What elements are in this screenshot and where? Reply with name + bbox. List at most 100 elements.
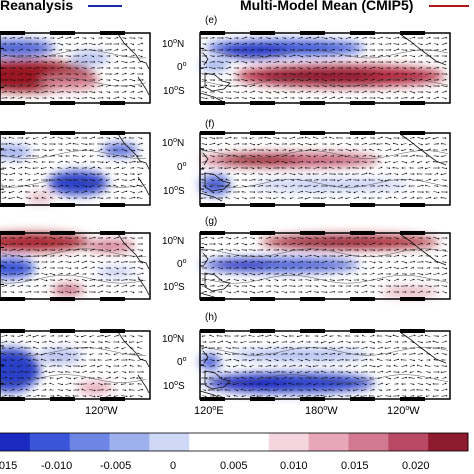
wind-vector-head: [238, 79, 240, 81]
wind-vector-head: [69, 248, 71, 251]
wind-vector-head: [374, 365, 376, 368]
wind-vector-head: [125, 150, 128, 152]
wind-vector-head: [281, 371, 283, 373]
wind-vector: [209, 353, 215, 355]
wind-vector-head: [381, 352, 383, 355]
wind-vector: [129, 341, 135, 343]
axis-tick-bar: [350, 131, 375, 135]
wind-vector: [281, 155, 287, 157]
wind-vector-head: [253, 261, 255, 263]
wind-vector-head: [81, 155, 84, 158]
wind-vector-head: [85, 42, 88, 45]
wind-vector-head: [361, 191, 364, 193]
wind-vector-head: [316, 61, 319, 63]
wind-vector-head: [44, 284, 47, 287]
wind-vector: [265, 389, 271, 391]
wind-vector-head: [132, 43, 135, 46]
wind-vector-head: [105, 347, 107, 349]
wind-vector: [377, 365, 383, 367]
wind-vector-head: [37, 49, 39, 51]
wind-vector: [265, 347, 271, 349]
wind-vector: [49, 365, 55, 367]
wind-vector-head: [102, 67, 104, 69]
wind-vector-head: [49, 382, 51, 385]
wind-vector-head: [277, 66, 279, 69]
wind-vector-head: [128, 371, 131, 373]
wind-vector-head: [137, 346, 139, 349]
wind-vector-head: [397, 278, 399, 281]
wind-vector-head: [61, 36, 64, 38]
wind-vector-head: [294, 173, 296, 176]
wind-vector-head: [248, 359, 251, 362]
wind-vector: [57, 395, 63, 397]
wind-vector-head: [301, 197, 303, 199]
axis-tick-bar: [250, 131, 275, 135]
wind-vector-head: [396, 97, 399, 99]
wind-vector-head: [133, 243, 135, 245]
wind-vector-head: [429, 86, 432, 88]
wind-vector-head: [340, 49, 343, 51]
axis-tick-bar: [100, 31, 125, 35]
wind-vector: [305, 196, 311, 200]
wind-vector-head: [89, 347, 92, 349]
wind-vector-head: [377, 335, 379, 337]
wind-vector-head: [397, 242, 399, 245]
wind-vector-head: [121, 197, 123, 199]
wind-vector-head: [93, 136, 96, 138]
wind-vector-head: [89, 335, 91, 338]
colorbar-segment: [0, 433, 31, 451]
wind-vector-head: [304, 198, 307, 200]
wind-vector: [329, 347, 335, 349]
wind-vector-head: [389, 370, 391, 373]
wind-vector-head: [293, 136, 296, 139]
wind-vector-head: [108, 67, 111, 69]
wind-vector-head: [413, 55, 416, 58]
wind-vector-head: [220, 377, 223, 379]
wind-vector-head: [350, 90, 352, 93]
wind-vector: [17, 341, 23, 343]
wind-vector-head: [61, 97, 63, 99]
wind-vector-head: [141, 279, 143, 281]
wind-vector-head: [113, 149, 115, 151]
lat-label-10s: 10oS: [163, 185, 185, 197]
wind-vector: [265, 179, 271, 181]
wind-vector: [401, 161, 407, 163]
wind-vector-head: [29, 359, 31, 362]
wind-vector-head: [374, 97, 376, 99]
wind-vector-head: [53, 359, 55, 361]
wind-vector-head: [428, 97, 431, 99]
coastline-americas: [117, 233, 150, 270]
wind-vector-head: [329, 335, 331, 337]
wind-vector-head: [364, 149, 367, 151]
wind-vector-head: [224, 335, 226, 337]
wind-vector-head: [201, 173, 203, 175]
wind-vector-head: [133, 173, 135, 175]
wind-vector: [217, 353, 223, 355]
wind-vector-head: [440, 347, 443, 349]
wind-vector-head: [381, 278, 384, 281]
wind-vector-head: [101, 279, 103, 281]
wind-vector-head: [76, 73, 79, 76]
wind-vector-head: [412, 266, 415, 269]
wind-vector-head: [36, 353, 39, 355]
wind-vector-head: [429, 91, 431, 94]
wind-vector: [369, 341, 375, 343]
wind-vector: [33, 389, 39, 391]
wind-vector-head: [304, 136, 307, 139]
wind-vector-head: [78, 365, 80, 367]
wind-vector-head: [221, 340, 224, 342]
wind-vector-head: [117, 272, 119, 275]
wind-vector: [105, 273, 111, 275]
wind-vector: [345, 255, 351, 257]
wind-vector-head: [126, 279, 128, 281]
wind-vector-head: [293, 291, 295, 293]
wind-vector: [337, 273, 343, 275]
wind-vector-head: [101, 249, 104, 251]
wind-vector-head: [77, 341, 79, 343]
wind-vector-head: [133, 61, 135, 63]
wind-vector-head: [92, 37, 95, 40]
wind-vector-head: [398, 79, 400, 81]
wind-vector-head: [12, 267, 15, 269]
wind-vector-head: [237, 279, 239, 282]
wind-vector-head: [412, 85, 415, 88]
